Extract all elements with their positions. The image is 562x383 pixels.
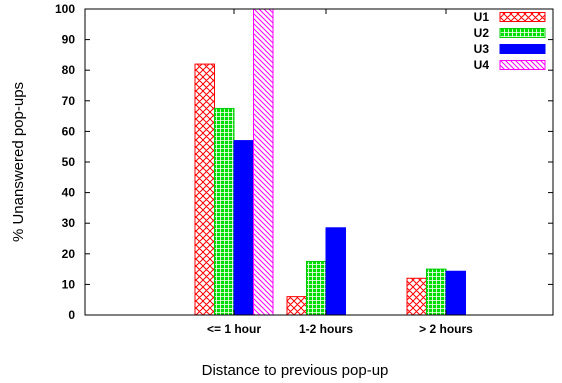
bars (194, 8, 466, 316)
x-tick-label: 1-2 hours (299, 322, 353, 336)
bar-u4-1 (253, 8, 274, 316)
x-axis: <= 1 hour 1-2 hours > 2 hours (207, 9, 473, 336)
y-axis-title: % Unanswered pop-ups (10, 82, 27, 242)
bar-u3-2 (325, 227, 346, 316)
y-tick-label: 60 (62, 124, 76, 138)
legend: U1 U2 U3 U4 (474, 10, 546, 72)
legend-label-u1: U1 (474, 10, 490, 24)
bar-u2-3 (426, 268, 447, 316)
bar-u1-2 (286, 296, 307, 316)
y-tick-label: 80 (62, 63, 76, 77)
x-axis-title: Distance to previous pop-up (202, 362, 389, 379)
legend-label-u4: U4 (474, 58, 490, 72)
y-tick-label: 20 (62, 247, 76, 261)
bar-u3-1 (233, 140, 254, 316)
bar-u2-1 (214, 107, 235, 316)
legend-swatch-u3 (499, 44, 546, 54)
x-tick-label: > 2 hours (419, 322, 473, 336)
x-tick-label: <= 1 hour (207, 322, 261, 336)
bar-u1-1 (194, 63, 215, 316)
y-tick-label: 0 (68, 308, 75, 322)
legend-swatch-u2 (499, 28, 546, 38)
y-tick-label: 90 (62, 33, 76, 47)
bar-u3-3 (445, 270, 466, 316)
y-tick-label: 10 (62, 277, 76, 291)
y-axis: 0 10 20 30 40 50 60 70 80 90 100 (55, 2, 553, 322)
bar-u2-2 (306, 260, 327, 316)
bar-u1-3 (406, 277, 427, 316)
legend-swatch-u4 (499, 60, 546, 70)
y-tick-label: 70 (62, 94, 76, 108)
legend-label-u2: U2 (474, 26, 490, 40)
y-tick-label: 30 (62, 216, 76, 230)
legend-label-u3: U3 (474, 42, 490, 56)
y-tick-label: 100 (55, 2, 75, 16)
legend-swatch-u1 (499, 12, 546, 22)
y-tick-label: 40 (62, 186, 76, 200)
y-tick-label: 50 (62, 155, 76, 169)
